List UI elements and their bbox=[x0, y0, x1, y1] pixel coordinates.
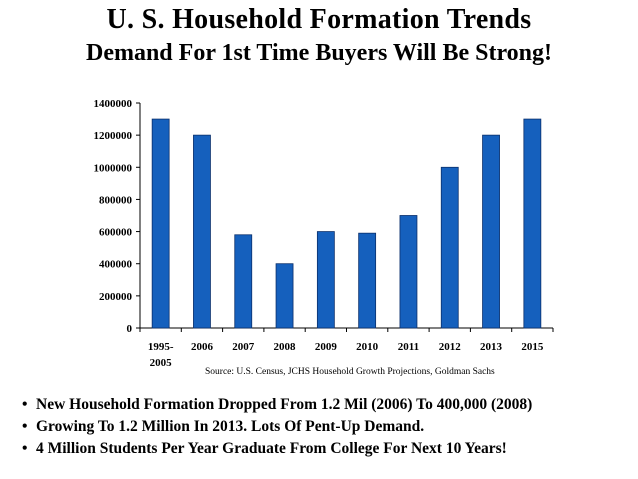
y-tick-label: 400000 bbox=[99, 259, 133, 271]
bar bbox=[440, 166, 459, 329]
bar bbox=[275, 263, 294, 329]
bar bbox=[399, 215, 418, 329]
x-tick-label-line: 2013 bbox=[480, 341, 503, 353]
source-note: Source: U.S. Census, JCHS Household Grow… bbox=[205, 367, 495, 377]
x-tick-label-line: 2005 bbox=[150, 357, 173, 369]
x-tick-label-line: 2012 bbox=[439, 341, 462, 353]
x-tick-label: 2015 bbox=[521, 341, 544, 353]
x-tick-label: 2008 bbox=[274, 341, 297, 353]
x-tick-label: 2010 bbox=[356, 341, 379, 353]
bullet-item: • New Household Formation Dropped From 1.… bbox=[22, 394, 532, 416]
x-tick-label-line: 1995- bbox=[148, 341, 174, 353]
x-tick-label-line: 2015 bbox=[521, 341, 544, 353]
y-tick-label: 600000 bbox=[99, 227, 133, 239]
bullet-text: New Household Formation Dropped From 1.2… bbox=[36, 396, 533, 413]
chart-title: U. S. Household Formation Trends bbox=[106, 4, 532, 35]
bullet-item: • Growing To 1.2 Million In 2013. Lots Of… bbox=[22, 416, 532, 438]
x-tick-label: 2013 bbox=[480, 341, 503, 353]
x-tick-label-line: 2006 bbox=[191, 341, 214, 353]
y-tick-label: 800000 bbox=[99, 194, 133, 206]
bullet-text: 4 Million Students Per Year Graduate Fro… bbox=[36, 440, 507, 457]
bar bbox=[193, 134, 211, 329]
y-tick-label: 200000 bbox=[99, 291, 133, 303]
x-tick-label: 2007 bbox=[232, 341, 255, 353]
chart-subtitle: Demand For 1st Time Buyers Will Be Stron… bbox=[85, 40, 553, 66]
bullet-dot: • bbox=[22, 440, 28, 457]
bar bbox=[316, 231, 335, 329]
x-tick-label: 2009 bbox=[315, 341, 338, 353]
y-tick-label: 0 bbox=[127, 323, 133, 335]
x-tick-label: 2011 bbox=[398, 341, 419, 353]
bar bbox=[482, 134, 500, 329]
bullet-list: • New Household Formation Dropped From 1.… bbox=[22, 394, 532, 460]
bar bbox=[523, 118, 542, 329]
x-tick-label-line: 2008 bbox=[274, 341, 297, 353]
x-tick-label: 2012 bbox=[439, 341, 462, 353]
x-tick-label: 2006 bbox=[191, 341, 214, 353]
y-tick-label: 1000000 bbox=[94, 162, 133, 174]
bar bbox=[151, 118, 170, 329]
x-tick-label-line: 2009 bbox=[315, 341, 338, 353]
bullet-item: • 4 Million Students Per Year Graduate Fr… bbox=[22, 438, 532, 460]
x-tick-label-line: 2010 bbox=[356, 341, 379, 353]
x-tick-label-line: 2011 bbox=[398, 341, 419, 353]
x-tick-label: 1995- 2005 bbox=[148, 341, 174, 369]
y-tick-label: 1200000 bbox=[94, 130, 133, 142]
x-tick-label-line: 2007 bbox=[232, 341, 255, 353]
bullet-dot: • bbox=[22, 418, 28, 435]
bar bbox=[358, 232, 377, 329]
bar bbox=[234, 234, 253, 329]
y-tick-label: 1400000 bbox=[94, 98, 133, 110]
bullet-dot: • bbox=[22, 396, 28, 413]
bullet-text: Growing To 1.2 Million In 2013. Lots Of … bbox=[36, 418, 425, 435]
